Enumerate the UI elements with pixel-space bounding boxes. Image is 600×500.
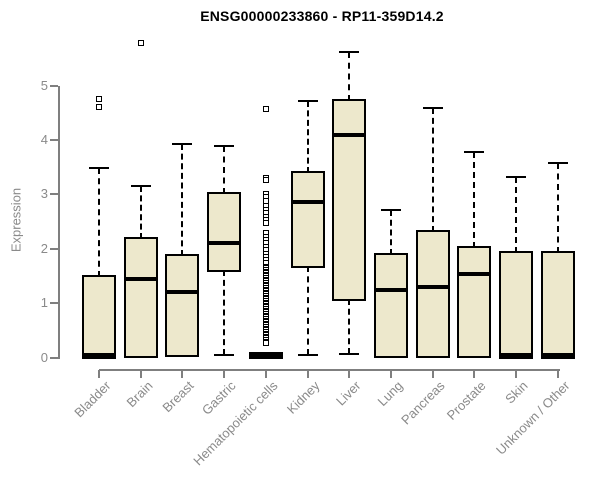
x-axis-tick (348, 369, 351, 378)
x-axis-tick (556, 369, 559, 378)
outlier-point (262, 340, 269, 347)
upper-whisker-line (139, 186, 142, 240)
outlier-point (262, 105, 269, 112)
x-axis-tick (139, 369, 142, 378)
x-axis-tick (431, 369, 434, 378)
median-line (207, 241, 242, 246)
upper-whisker-cap (506, 176, 526, 179)
median-line (499, 352, 533, 357)
x-axis-tick (223, 369, 226, 378)
upper-whisker-cap (297, 99, 318, 102)
upper-whisker-cap (547, 162, 568, 165)
upper-whisker-cap (464, 151, 485, 154)
upper-whisker-line (98, 168, 100, 277)
median-line (82, 352, 116, 357)
median-line (248, 354, 283, 359)
outlier-point (262, 177, 269, 184)
y-axis-tick (49, 302, 58, 305)
upper-whisker-cap (214, 145, 235, 148)
median-line (540, 352, 575, 357)
upper-whisker-line (348, 52, 351, 101)
upper-whisker-line (431, 108, 434, 232)
y-axis-tick (49, 138, 58, 141)
x-axis-tick (515, 369, 517, 378)
y-axis-label: Expression (8, 187, 24, 253)
box-iqr (123, 237, 158, 359)
x-axis-tick (306, 369, 309, 378)
upper-whisker-line (181, 144, 184, 256)
x-axis-tick (264, 369, 267, 378)
box-iqr (207, 192, 242, 272)
outlier-point (262, 220, 269, 227)
y-tick-label: 4 (40, 131, 48, 147)
upper-whisker-cap (339, 51, 360, 54)
lower-whisker-line (306, 265, 309, 355)
x-axis-tick (181, 369, 184, 378)
y-tick-label: 5 (40, 77, 48, 93)
median-line (457, 272, 492, 277)
upper-whisker-line (515, 177, 517, 254)
outlier-point (96, 96, 102, 103)
y-tick-label: 0 (40, 349, 48, 365)
box-iqr (165, 253, 200, 357)
box-iqr (457, 246, 492, 358)
x-axis-tick (389, 369, 392, 378)
upper-whisker-cap (130, 185, 151, 188)
upper-whisker-line (223, 146, 226, 195)
upper-whisker-line (306, 100, 309, 174)
box-iqr (540, 251, 575, 360)
lower-whisker-line (223, 269, 226, 355)
lower-whisker-cap (214, 353, 235, 356)
box-iqr (415, 229, 450, 358)
lower-whisker-line (348, 299, 351, 354)
median-line (332, 133, 367, 137)
box-iqr (82, 274, 116, 360)
y-axis-tick (49, 84, 58, 87)
x-axis-tick (473, 369, 476, 378)
box-iqr (499, 251, 533, 360)
y-tick-label: 3 (40, 186, 48, 202)
upper-whisker-cap (422, 107, 443, 110)
outlier-point (96, 104, 102, 111)
y-axis-tick (49, 247, 58, 250)
median-line (415, 285, 450, 290)
upper-whisker-cap (380, 209, 401, 212)
y-tick-label: 1 (40, 295, 48, 311)
median-line (290, 200, 325, 205)
upper-whisker-line (473, 152, 476, 249)
outlier-point (137, 39, 144, 46)
x-category-label: Unknown / Other (492, 378, 573, 458)
upper-whisker-cap (172, 143, 193, 146)
y-axis-line (57, 85, 60, 359)
median-line (123, 276, 158, 281)
upper-whisker-line (389, 210, 392, 256)
upper-whisker-line (556, 163, 559, 254)
y-axis-tick (49, 193, 58, 196)
box-iqr (290, 171, 325, 268)
y-tick-label: 2 (40, 240, 48, 256)
lower-whisker-cap (297, 353, 318, 356)
lower-whisker-cap (339, 352, 360, 355)
box-iqr (373, 253, 408, 358)
y-axis-tick (49, 356, 58, 359)
median-line (165, 290, 200, 295)
x-axis-line (99, 368, 560, 371)
upper-whisker-cap (89, 167, 109, 170)
x-axis-tick (98, 369, 100, 378)
box-iqr (332, 98, 367, 302)
median-line (373, 287, 408, 292)
chart-title: ENSG00000233860 - RP11-359D14.2 (200, 8, 444, 24)
